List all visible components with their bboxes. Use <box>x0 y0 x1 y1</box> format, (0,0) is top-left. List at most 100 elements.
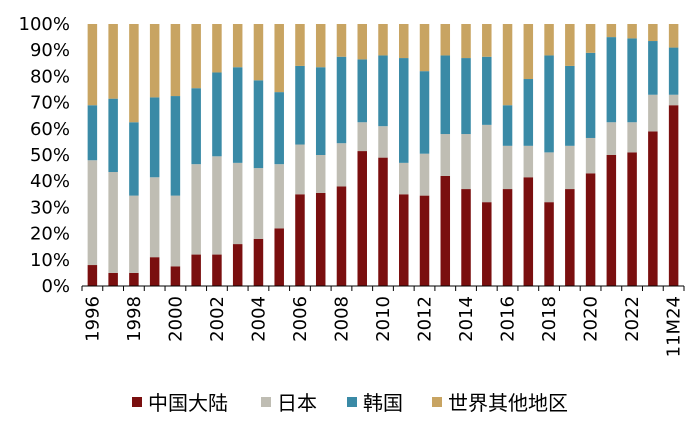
bar-segment-series-2 <box>565 65 575 146</box>
bar-segment-series-1 <box>253 168 264 239</box>
bar-segment-series-3 <box>502 24 513 106</box>
bar-segment-series-0 <box>357 151 367 286</box>
bar-segment-series-1 <box>357 122 367 152</box>
legend-label: 日本 <box>277 391 317 415</box>
bar-group-1997 <box>108 24 118 286</box>
x-tick-label: 2000 <box>165 296 186 342</box>
bar-segment-series-3 <box>523 24 534 80</box>
x-tick-label: 2008 <box>331 296 352 342</box>
bar-segment-series-2 <box>129 122 139 196</box>
bar-group-2017 <box>523 24 534 286</box>
y-tick-label: 80% <box>30 66 70 87</box>
bar-group-2001 <box>191 24 201 286</box>
bar-segment-series-2 <box>274 92 284 165</box>
bar-segment-series-1 <box>648 94 658 132</box>
legend-swatch <box>132 397 142 407</box>
bar-group-2015 <box>482 24 492 286</box>
bar-segment-series-3 <box>378 24 388 56</box>
y-tick-label: 70% <box>30 93 70 114</box>
bar-segment-series-2 <box>108 98 118 173</box>
bar-segment-series-0 <box>399 194 409 286</box>
bar-segment-series-3 <box>336 24 347 57</box>
bar-group-2019 <box>565 24 575 286</box>
x-tick-label: 1998 <box>124 296 145 342</box>
bar-segment-series-3 <box>440 24 451 56</box>
bar-segment-series-1 <box>191 164 201 255</box>
x-tick-label: 2018 <box>539 296 560 342</box>
bar-segment-series-3 <box>295 24 305 66</box>
bar-group-2018 <box>544 24 554 286</box>
bar-segment-series-1 <box>232 162 243 245</box>
bar-segment-series-3 <box>170 24 181 97</box>
bar-segment-series-3 <box>274 24 284 93</box>
legend-item: 世界其他地区 <box>432 391 568 415</box>
bar-segment-series-2 <box>399 58 409 163</box>
bar-segment-series-0 <box>606 155 617 286</box>
bar-segment-series-0 <box>461 189 471 286</box>
x-tick-label: 2016 <box>498 296 519 342</box>
bar-segment-series-1 <box>585 137 596 174</box>
y-tick-label: 50% <box>30 145 70 166</box>
bar-group-2011 <box>399 24 409 286</box>
bar-segment-series-2 <box>585 52 596 138</box>
bar-segment-series-1 <box>482 124 492 203</box>
bar-group-2010 <box>378 24 388 286</box>
bar-segment-series-2 <box>606 37 617 123</box>
bar-segment-series-0 <box>253 238 264 286</box>
bar-segment-series-3 <box>648 24 658 42</box>
bar-segment-series-3 <box>253 24 264 81</box>
bar-segment-series-2 <box>461 58 471 135</box>
bar-segment-series-3 <box>482 24 492 57</box>
legend-item: 中国大陆 <box>132 391 228 415</box>
x-tick-label: 2004 <box>248 296 269 342</box>
bar-group-1996 <box>87 24 98 286</box>
bar-segment-series-2 <box>648 41 658 95</box>
bar-segment-series-1 <box>399 162 409 195</box>
bar-group-2005 <box>274 24 284 286</box>
bar-segment-series-0 <box>565 189 575 286</box>
bar-segment-series-0 <box>315 192 326 286</box>
x-tick-label: 2010 <box>373 296 394 342</box>
x-tick-label: 2002 <box>207 296 228 342</box>
bar-segment-series-0 <box>627 152 637 286</box>
x-tick-label: 2006 <box>290 296 311 342</box>
legend-label: 韩国 <box>363 391 403 415</box>
bar-segment-series-1 <box>315 155 326 193</box>
bar-segment-series-3 <box>129 24 139 123</box>
bar-segment-series-3 <box>668 24 679 48</box>
bar-segment-series-3 <box>585 24 596 53</box>
bar-segment-series-1 <box>149 177 160 258</box>
bar-segment-series-1 <box>378 126 388 158</box>
bar-segment-series-3 <box>191 24 201 89</box>
bar-segment-series-0 <box>585 173 596 286</box>
bar-segment-series-0 <box>274 228 284 286</box>
bar-segment-series-0 <box>648 131 658 286</box>
bar-group-2014 <box>461 24 471 286</box>
bar-group-2016 <box>502 24 513 286</box>
bar-segment-series-2 <box>419 71 430 154</box>
bar-group-2002 <box>212 24 222 286</box>
bar-segment-series-1 <box>170 195 181 267</box>
y-tick-label: 10% <box>30 250 70 271</box>
bar-segment-series-2 <box>336 56 347 144</box>
bar-group-2006 <box>295 24 305 286</box>
x-tick-label: 2020 <box>581 296 602 342</box>
bar-segment-series-2 <box>295 65 305 145</box>
bar-segment-series-0 <box>232 244 243 286</box>
bar-segment-series-1 <box>212 156 222 255</box>
bar-segment-series-1 <box>606 122 617 155</box>
bar-segment-series-2 <box>315 67 326 155</box>
bar-segment-series-3 <box>357 24 367 60</box>
x-tick-label: 1996 <box>82 296 103 342</box>
legend-swatch <box>347 397 357 407</box>
bar-segment-series-2 <box>502 105 513 146</box>
bar-segment-series-2 <box>212 72 222 157</box>
bar-segment-series-0 <box>544 202 554 286</box>
bar-segment-series-2 <box>378 55 388 127</box>
bar-group-2000 <box>170 24 181 286</box>
bar-segment-series-1 <box>544 152 554 203</box>
bar-group-1998 <box>129 24 139 286</box>
x-tick-label: 2012 <box>415 296 436 342</box>
bar-segment-series-1 <box>129 195 139 273</box>
bar-segment-series-1 <box>565 145 575 190</box>
